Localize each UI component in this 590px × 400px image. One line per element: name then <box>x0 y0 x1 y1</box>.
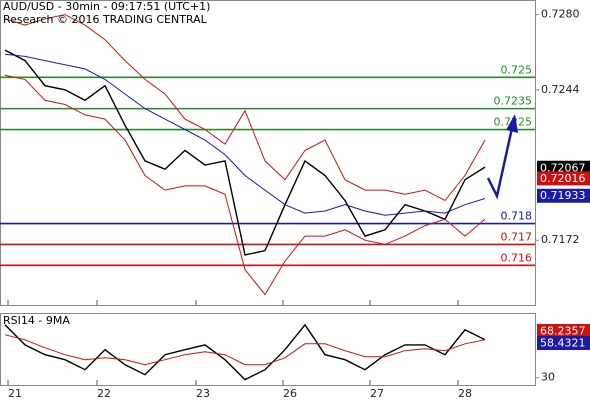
price-tag <box>537 171 590 186</box>
x-tick-label: 21 <box>8 387 22 400</box>
y-tick-label: 30 <box>541 371 555 384</box>
price-tag-label: 58.4321 <box>540 336 586 349</box>
forecast-arrow <box>486 127 514 200</box>
main-panel-frame <box>0 0 536 306</box>
series-line <box>4 14 486 202</box>
series-line <box>4 323 486 381</box>
series-line <box>4 74 486 296</box>
level-label: 0.716 <box>501 251 533 264</box>
level-label: 0.725 <box>501 63 533 76</box>
price-tag-label: 0.72067 <box>540 161 586 174</box>
x-tick-label: 26 <box>283 387 297 400</box>
series-line <box>4 53 486 216</box>
price-tag <box>537 335 590 350</box>
series-line <box>4 334 486 366</box>
chart-title: AUD/USD - 30min - 09:17:51 (UTC+1) <box>3 0 210 13</box>
price-tag-label: 0.71933 <box>540 189 586 202</box>
price-tag-label: 68.2357 <box>540 325 586 338</box>
y-tick-label: 0.7280 <box>541 8 580 21</box>
level-label: 0.717 <box>501 230 533 243</box>
level-label: 0.7235 <box>494 95 533 108</box>
rsi-panel-frame <box>0 313 536 386</box>
price-tag <box>537 324 590 339</box>
price-tag-label: 0.72016 <box>540 172 586 185</box>
y-tick-label: 0.7244 <box>541 83 580 96</box>
price-tag <box>537 188 590 203</box>
series-line <box>4 49 486 256</box>
x-tick-label: 23 <box>196 387 210 400</box>
y-tick-label: 0.7172 <box>541 233 580 246</box>
x-tick-label: 27 <box>370 387 384 400</box>
level-label: 0.718 <box>501 210 533 223</box>
price-tag <box>537 160 590 175</box>
x-tick-label: 28 <box>458 387 472 400</box>
chart-subtitle: Research © 2016 TRADING CENTRAL <box>3 13 208 26</box>
plot-layer: 0.72800.72440.71720.7250.72350.72250.718… <box>0 8 590 400</box>
forecast-arrowhead <box>506 114 518 133</box>
x-tick-label: 22 <box>97 387 111 400</box>
rsi-title: RSI14 - 9MA <box>3 314 70 327</box>
